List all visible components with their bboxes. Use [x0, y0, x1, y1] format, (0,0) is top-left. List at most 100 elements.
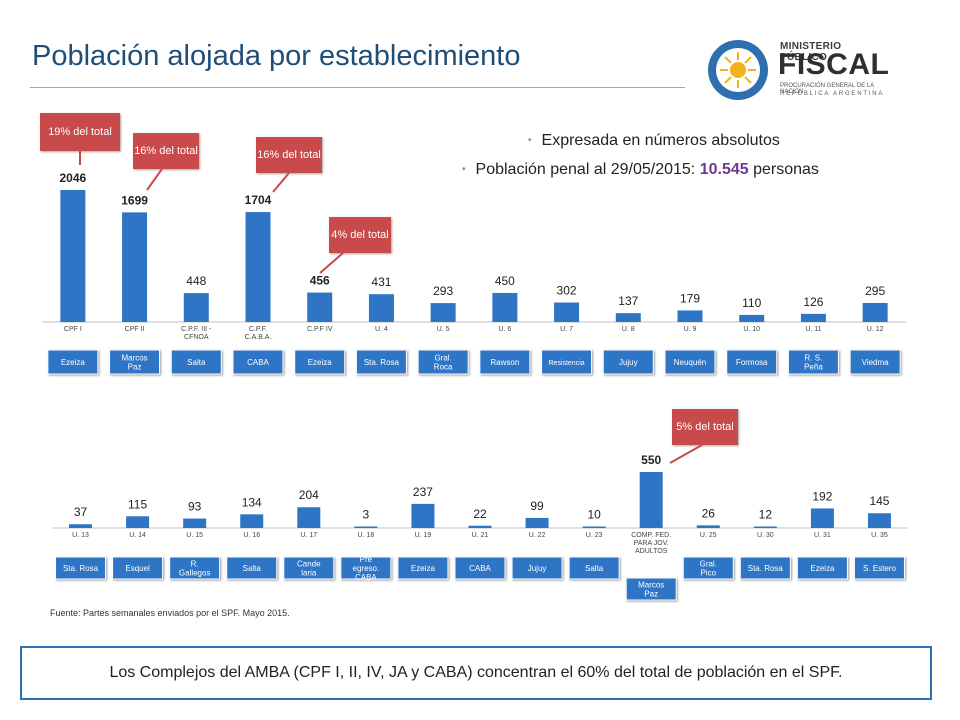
location-label: Ezeiza: [308, 358, 333, 367]
bar: [492, 292, 518, 322]
location-badge: [479, 349, 531, 375]
location-label: S. Estero: [863, 564, 896, 573]
callout-connector: [146, 168, 163, 191]
bottom-bar-chart: 37 U. 13 Sta. Rosa 115 U. 14 Esquel 93 U. 15 R. G…: [52, 453, 908, 601]
bullet-text-1: Expresada en números absolutos: [541, 132, 780, 149]
title-divider: [30, 87, 685, 88]
callout-cpf-ii: 16% del total: [133, 133, 199, 169]
value-label: 431: [371, 275, 391, 289]
location-badge: [340, 556, 392, 580]
category-label: U. 10: [743, 326, 760, 333]
callout-connector: [272, 172, 290, 193]
location-badge: [787, 349, 839, 375]
category-label: U. 8: [622, 326, 635, 333]
location-label: Gral. Roca: [434, 354, 453, 372]
location-badge: [47, 349, 99, 375]
location-label: Formosa: [736, 358, 768, 367]
logo-line-2: FISCAL: [778, 48, 890, 81]
callout-connector: [669, 444, 703, 464]
value-label: 93: [188, 500, 202, 514]
location-label: Marcos Paz: [121, 354, 147, 372]
location-label: Jujuy: [619, 358, 638, 367]
bullet-text-2-suffix: personas: [748, 161, 819, 178]
bar: [354, 526, 378, 528]
value-label: 126: [803, 295, 823, 309]
value-label: 2046: [60, 171, 87, 185]
logo-line-1: MINISTERIO PÚBLICO: [780, 41, 842, 63]
location-badge: [625, 577, 677, 601]
bar: [126, 516, 150, 528]
category-label: CPF I: [64, 326, 82, 333]
category-label: U. 6: [498, 326, 511, 333]
bar: [554, 302, 580, 322]
category-label: U. 31: [814, 532, 831, 539]
value-label: 10: [587, 508, 601, 522]
location-label: Salta: [187, 358, 206, 367]
location-label: R. Gallegos: [179, 560, 211, 578]
bar: [810, 508, 834, 528]
location-badge: [568, 556, 620, 580]
location-badge: [664, 349, 716, 375]
location-label: Ezeiza: [810, 564, 835, 573]
bar: [468, 525, 492, 528]
category-label: C.P.F. C.A.B.A.: [245, 326, 272, 341]
value-label: 1699: [121, 193, 148, 207]
value-label: 110: [742, 296, 761, 310]
location-label: Neuquén: [674, 358, 706, 367]
top-bar-chart: 2046 CPF I Ezeiza 1699 CPF II Marcos Paz 448 C.P…: [42, 171, 906, 375]
bar: [411, 503, 435, 528]
location-label: Pre egreso. CABA: [353, 555, 380, 582]
bar: [122, 212, 148, 322]
location-label: Gral. Pico: [700, 560, 717, 578]
callout-cpf-i: 19% del total: [40, 113, 120, 151]
location-badge: [796, 556, 848, 580]
location-label: Viedma: [862, 358, 890, 367]
value-label: 26: [702, 506, 716, 520]
bar: [639, 472, 663, 528]
category-label: U. 7: [560, 326, 573, 333]
value-label: 99: [530, 499, 544, 513]
bullet-dot-icon: •: [528, 135, 532, 146]
bar: [307, 292, 333, 322]
location-label: R. S. Peña: [804, 354, 823, 372]
bar: [582, 526, 606, 528]
value-label: 550: [641, 453, 661, 467]
location-badge: [169, 556, 221, 580]
bullet-item-2: • Población penal al 29/05/2015: 10.545 p…: [462, 161, 819, 179]
location-badge: [112, 556, 164, 580]
sun-emblem-icon: [708, 40, 768, 100]
category-label: U. 13: [72, 532, 89, 539]
ministerio-publico-fiscal-logo: MINISTERIO PÚBLICO FISCAL PROCURACIÓN GE…: [706, 38, 890, 102]
value-label: 237: [413, 485, 433, 499]
location-label: Rawson: [490, 358, 519, 367]
category-label: U. 16: [243, 532, 260, 539]
bar: [696, 525, 720, 528]
location-badge: [417, 349, 469, 375]
value-label: 192: [812, 489, 832, 503]
page-title: Población alojada por establecimiento: [32, 40, 521, 72]
location-label: Sta. Rosa: [63, 564, 99, 573]
bullet-text-2-prefix: Población penal al 29/05/2015:: [475, 161, 700, 178]
summary-text: Los Complejos del AMBA (CPF I, II, IV, J…: [109, 664, 843, 681]
bar: [739, 314, 765, 322]
callout-connectors: [79, 151, 703, 464]
callout-connector: [319, 252, 344, 274]
bar: [368, 294, 394, 322]
category-label: U. 30: [757, 532, 774, 539]
bar: [862, 302, 888, 322]
value-label: 22: [473, 507, 487, 521]
location-label: Salta: [585, 564, 604, 573]
location-label: Salta: [243, 564, 262, 573]
value-label: 115: [128, 497, 147, 511]
location-badge: [170, 349, 222, 375]
source-note: Fuente: Partes semanales enviados por el…: [50, 608, 290, 618]
bar: [753, 526, 777, 528]
value-label: 204: [299, 488, 319, 502]
logo-line-4: REPÚBLICA ARGENTINA: [780, 91, 885, 97]
bullet-dot-icon: •: [462, 164, 466, 175]
bar: [60, 190, 86, 322]
bar: [183, 518, 207, 528]
bullet-item-1: • Expresada en números absolutos: [528, 132, 780, 150]
category-label: U. 4: [375, 326, 388, 333]
